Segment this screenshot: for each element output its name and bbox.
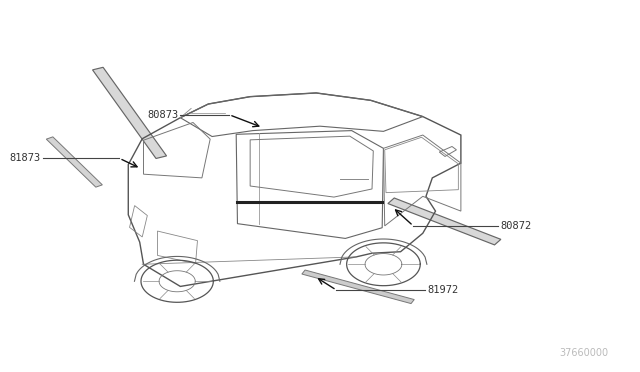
Polygon shape <box>388 198 501 245</box>
Text: 80873: 80873 <box>147 110 179 120</box>
Polygon shape <box>93 67 166 158</box>
Text: 37660000: 37660000 <box>559 348 609 358</box>
Text: 80872: 80872 <box>500 221 531 231</box>
Polygon shape <box>302 270 414 304</box>
Text: 81972: 81972 <box>428 285 458 295</box>
Text: 81873: 81873 <box>10 153 41 163</box>
Polygon shape <box>46 137 102 187</box>
